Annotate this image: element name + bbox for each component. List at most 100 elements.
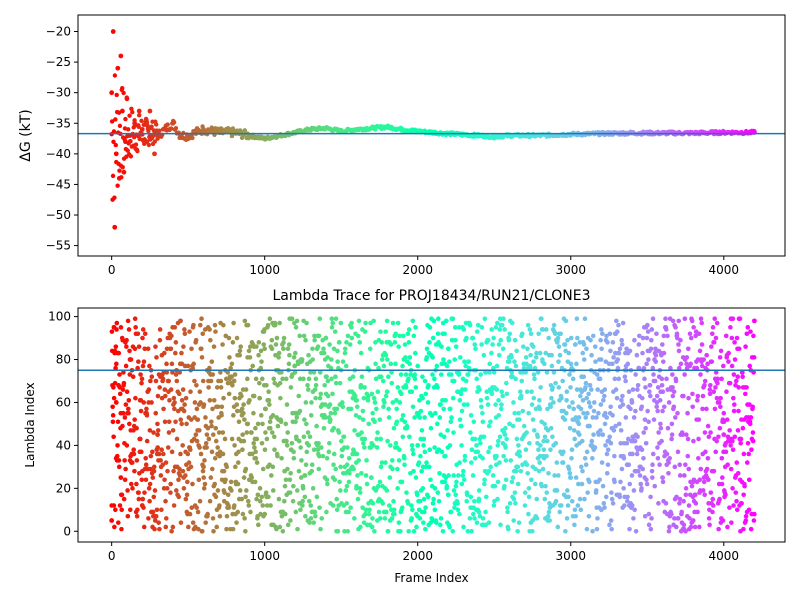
- lambda-point: [400, 363, 405, 369]
- delta-g-point: [354, 126, 359, 132]
- lambda-point: [256, 522, 261, 528]
- lambda-point: [572, 436, 577, 442]
- lambda-point: [377, 417, 383, 422]
- lambda-point: [311, 447, 317, 452]
- lambda-point: [367, 507, 372, 513]
- lambda-point: [423, 505, 428, 510]
- lambda-point: [470, 473, 476, 478]
- delta-g-point: [190, 135, 195, 141]
- lambda-point: [686, 466, 692, 472]
- lambda-point: [442, 331, 447, 337]
- lambda-point: [479, 404, 484, 410]
- lambda-point: [421, 436, 427, 442]
- lambda-point: [564, 389, 570, 395]
- lambda-point: [164, 361, 169, 367]
- lambda-point: [208, 337, 213, 343]
- lambda-point: [294, 488, 300, 493]
- lambda-point: [302, 473, 308, 478]
- lambda-point: [598, 337, 603, 343]
- lambda-point: [127, 372, 133, 377]
- lambda-point: [495, 438, 501, 444]
- lambda-point: [614, 329, 620, 334]
- lambda-point: [335, 348, 340, 354]
- lambda-point: [114, 320, 120, 326]
- lambda-point: [601, 501, 607, 506]
- lambda-point: [546, 471, 551, 476]
- lambda-point: [245, 376, 250, 382]
- lambda-point: [498, 522, 503, 528]
- lambda-point: [536, 331, 541, 337]
- lambda-point: [645, 408, 650, 414]
- y-tick-label: −45: [46, 177, 71, 191]
- lambda-point: [474, 329, 480, 334]
- lambda-point: [418, 408, 424, 414]
- lambda-point: [594, 372, 600, 377]
- lambda-point: [334, 507, 340, 513]
- lambda-point: [428, 425, 434, 431]
- lambda-point: [230, 526, 236, 532]
- lambda-trace-x-axis-label: Frame Index: [394, 571, 468, 585]
- lambda-point: [260, 421, 265, 427]
- lambda-point: [448, 419, 454, 425]
- lambda-point: [232, 503, 237, 508]
- lambda-point: [384, 389, 390, 395]
- delta-g-point: [384, 124, 390, 130]
- lambda-point: [355, 473, 360, 478]
- lambda-point: [145, 346, 151, 352]
- lambda-point: [427, 325, 433, 330]
- lambda-point: [346, 455, 352, 461]
- lambda-point: [234, 402, 240, 407]
- lambda-point: [147, 498, 152, 504]
- lambda-point: [313, 395, 318, 401]
- lambda-point: [730, 447, 736, 452]
- lambda-point: [199, 316, 204, 322]
- lambda-point: [576, 415, 582, 420]
- lambda-point: [530, 528, 535, 534]
- lambda-point: [736, 385, 742, 390]
- lambda-point: [513, 363, 519, 369]
- lambda-point: [337, 340, 342, 345]
- lambda-point: [610, 413, 615, 418]
- lambda-point: [377, 516, 383, 521]
- lambda-point: [181, 408, 187, 414]
- lambda-point: [481, 434, 487, 440]
- lambda-point: [621, 486, 626, 491]
- lambda-point: [187, 447, 193, 452]
- lambda-point: [219, 404, 225, 410]
- lambda-point: [233, 464, 238, 470]
- lambda-point: [703, 449, 708, 455]
- lambda-point: [699, 342, 705, 347]
- lambda-point: [527, 327, 533, 332]
- lambda-point: [517, 453, 523, 459]
- lambda-point: [705, 455, 711, 461]
- lambda-point: [548, 447, 553, 452]
- lambda-point: [543, 327, 549, 332]
- lambda-point: [162, 393, 168, 399]
- lambda-point: [457, 398, 463, 403]
- lambda-point: [241, 410, 246, 416]
- lambda-point: [508, 458, 514, 463]
- lambda-point: [591, 408, 597, 414]
- lambda-point: [526, 486, 532, 491]
- lambda-point: [682, 473, 687, 478]
- lambda-point: [733, 378, 739, 384]
- lambda-point: [509, 479, 515, 485]
- lambda-point: [217, 503, 222, 508]
- lambda-point: [584, 526, 590, 532]
- lambda-point: [447, 524, 452, 530]
- lambda-point: [537, 350, 543, 356]
- lambda-point: [699, 320, 705, 326]
- lambda-point: [388, 361, 394, 367]
- lambda-point: [380, 501, 386, 506]
- lambda-point: [235, 460, 241, 465]
- lambda-point: [270, 464, 276, 470]
- delta-g-point: [140, 132, 145, 137]
- lambda-point: [654, 331, 659, 337]
- lambda-point: [352, 516, 357, 521]
- lambda-point: [226, 391, 232, 397]
- lambda-point: [437, 471, 442, 476]
- lambda-point: [341, 434, 347, 440]
- lambda-point: [695, 509, 700, 515]
- lambda-point: [469, 528, 474, 534]
- lambda-point: [120, 410, 126, 416]
